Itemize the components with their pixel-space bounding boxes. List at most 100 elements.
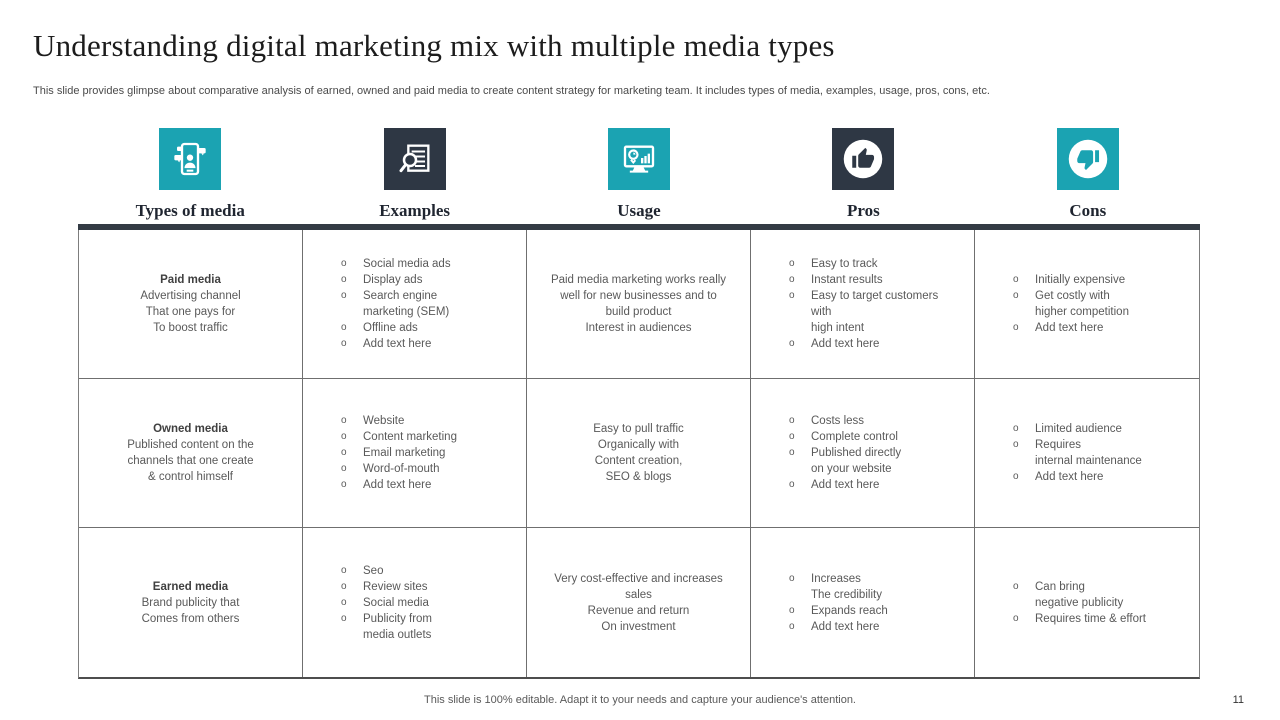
- bullet-text: Add text here: [811, 479, 880, 491]
- bullet-marker-icon: o: [789, 620, 795, 632]
- cell-cons: o Can bring negative publicity o Requires t…: [975, 528, 1199, 677]
- bullet-text: Easy to target customers with high inten…: [811, 290, 939, 334]
- bullet-marker-icon: o: [789, 338, 795, 349]
- bullet-item: o Add text here: [341, 477, 516, 493]
- table-body: Paid media Advertising channel That one …: [78, 230, 1200, 679]
- media-comparison-table: Paid media Advertising channel That one …: [78, 224, 1200, 679]
- bullet-text: Seo: [363, 564, 384, 577]
- bullet-text: Add text here: [811, 338, 880, 350]
- column-label: Pros: [847, 201, 880, 220]
- pros-list: o Easy to track o Instant results o Easy to t…: [761, 256, 964, 352]
- bullet-text: Search engine marketing (SEM): [363, 290, 450, 318]
- bullet-item: o Complete control: [789, 429, 964, 445]
- bullet-item: o Offline ads: [341, 320, 516, 336]
- cell-pros: o Easy to track o Instant results o Easy to t…: [751, 230, 975, 378]
- bullet-marker-icon: o: [341, 612, 347, 624]
- page-title: Understanding digital marketing mix with…: [33, 28, 835, 63]
- media-type-description: Brand publicity that Comes from others: [141, 596, 240, 625]
- cell-usage: Easy to pull traffic Organically with Co…: [527, 379, 751, 527]
- bullet-text: Increases The credibility: [811, 572, 882, 601]
- bullet-text: Add text here: [811, 620, 880, 633]
- bullet-text: Complete control: [811, 431, 898, 443]
- bullet-marker-icon: o: [341, 479, 347, 490]
- examples-list: o Social media ads o Display ads o Search eng…: [313, 256, 516, 352]
- bullet-marker-icon: o: [1013, 612, 1019, 624]
- bullet-item: o Easy to track: [789, 256, 964, 272]
- search-document-icon: [383, 128, 446, 190]
- bullet-marker-icon: o: [341, 322, 347, 333]
- bullet-text: Review sites: [363, 580, 428, 593]
- bullet-item: o Published directly on your website: [789, 445, 964, 477]
- bullet-text: Social media ads: [363, 258, 451, 270]
- column-label: Usage: [617, 201, 661, 220]
- bullet-item: o Add text here: [1013, 320, 1189, 336]
- bullet-marker-icon: o: [789, 447, 795, 458]
- bullet-item: o Add text here: [341, 336, 516, 352]
- bullet-item: o Email marketing: [341, 445, 516, 461]
- table-header-bar: [78, 224, 1200, 230]
- column-head-cons: Cons: [976, 128, 1200, 221]
- bullet-marker-icon: o: [789, 604, 795, 616]
- thumbs-down-icon: [1056, 128, 1119, 190]
- bullet-text: Social media: [363, 596, 429, 609]
- bullet-text: Word-of-mouth: [363, 463, 440, 475]
- monitor-analytics-icon: [608, 128, 671, 190]
- bullet-marker-icon: o: [341, 258, 347, 269]
- bullet-item: o Add text here: [1013, 469, 1189, 485]
- bullet-text: Website: [363, 415, 405, 427]
- cell-examples: o Social media ads o Display ads o Search eng…: [303, 230, 527, 378]
- bullet-text: Offline ads: [363, 322, 418, 334]
- bullet-marker-icon: o: [789, 479, 795, 490]
- bullet-item: o Can bring negative publicity: [1013, 579, 1189, 611]
- cell-cons: o Limited audience o Requires internal main…: [975, 379, 1199, 527]
- bullet-marker-icon: o: [341, 596, 347, 608]
- column-header-row: Types of media Examples: [78, 128, 1200, 221]
- bullet-text: Content marketing: [363, 431, 457, 443]
- bullet-marker-icon: o: [789, 290, 795, 301]
- cell-pros: o Increases The credibility o Expands reach…: [751, 528, 975, 677]
- bullet-marker-icon: o: [341, 447, 347, 458]
- cons-list: o Can bring negative publicity o Requires t…: [985, 579, 1189, 627]
- bullet-marker-icon: o: [341, 463, 347, 474]
- bullet-text: Add text here: [363, 338, 432, 350]
- bullet-item: o Instant results: [789, 272, 964, 288]
- bullet-marker-icon: o: [1013, 290, 1019, 301]
- bullet-marker-icon: o: [1013, 471, 1019, 482]
- table-row-earned-media: Earned media Brand publicity that Comes …: [79, 528, 1199, 677]
- slide-subtitle: This slide provides glimpse about compar…: [33, 85, 990, 97]
- bullet-text: Expands reach: [811, 604, 888, 617]
- column-head-pros: Pros: [751, 128, 975, 221]
- bullet-text: Published directly on your website: [811, 447, 902, 475]
- media-type-title: Paid media: [160, 274, 221, 286]
- bullet-text: Add text here: [1035, 322, 1104, 334]
- bullet-text: Costs less: [811, 415, 865, 427]
- cell-pros: o Costs less o Complete control o Published d…: [751, 379, 975, 527]
- bullet-item: o Requires internal maintenance: [1013, 437, 1189, 469]
- page-number: 11: [1232, 694, 1244, 706]
- bullet-text: Easy to track: [811, 258, 878, 270]
- bullet-marker-icon: o: [1013, 274, 1019, 285]
- bullet-text: Instant results: [811, 274, 883, 286]
- bullet-item: o Costs less: [789, 413, 964, 429]
- bullet-text: Add text here: [363, 479, 432, 491]
- bullet-text: Add text here: [1035, 471, 1104, 483]
- bullet-item: o Expands reach: [789, 603, 964, 619]
- bullet-item: o Easy to target customers with high inte…: [789, 288, 964, 336]
- examples-list: o Website o Content marketing o Email marketi…: [313, 413, 516, 493]
- social-media-phone-icon: [159, 128, 222, 190]
- column-label: Cons: [1069, 201, 1107, 220]
- bullet-item: o Publicity from media outlets: [341, 611, 516, 643]
- bullet-item: o Add text here: [789, 336, 964, 352]
- thumbs-up-icon: [832, 128, 895, 190]
- bullet-item: o Word-of-mouth: [341, 461, 516, 477]
- column-head-types-of-media: Types of media: [78, 128, 302, 221]
- media-type-description: Published content on the channels that o…: [127, 439, 254, 483]
- bullet-text: Limited audience: [1035, 423, 1122, 435]
- cell-usage: Very cost-effective and increases sales …: [527, 528, 751, 677]
- bullet-text: Get costly with higher competition: [1035, 290, 1129, 318]
- cell-cons: o Initially expensive o Get costly with hig…: [975, 230, 1199, 378]
- cell-usage: Paid media marketing works really well f…: [527, 230, 751, 378]
- table-row-paid-media: Paid media Advertising channel That one …: [79, 230, 1199, 379]
- media-type-description: Advertising channel That one pays for To…: [140, 290, 241, 334]
- bullet-marker-icon: o: [789, 415, 795, 426]
